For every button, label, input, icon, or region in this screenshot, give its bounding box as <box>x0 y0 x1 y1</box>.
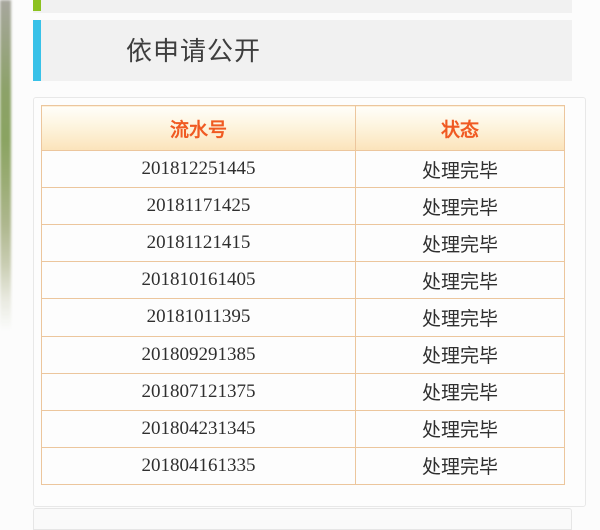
background-photo-strip <box>0 0 11 330</box>
status-cell: 处理完毕 <box>355 261 565 300</box>
serial-number-cell: 201807121375 <box>41 372 356 411</box>
status-cell: 处理完毕 <box>355 149 565 189</box>
request-table: 流水号 状态 201812251445 处理完毕 20181171425 处理完毕 20… <box>41 105 565 486</box>
status-cell: 处理完毕 <box>355 335 565 374</box>
serial-number-cell: 20181171425 <box>41 187 356 226</box>
table-row: 20181171425 处理完毕 <box>41 187 565 226</box>
table-row: 201809291385 处理完毕 <box>41 335 565 374</box>
status-cell: 处理完毕 <box>355 187 565 226</box>
table-row: 201807121375 处理完毕 <box>41 372 565 411</box>
section-header: 依申请公开 <box>33 20 572 81</box>
table-header-row: 流水号 状态 <box>41 105 565 151</box>
serial-number-cell: 20181121415 <box>41 224 356 263</box>
serial-number-cell: 20181011395 <box>41 298 356 337</box>
table-body: 201812251445 处理完毕 20181171425 处理完毕 201811214… <box>41 149 565 486</box>
cyan-accent-bar <box>33 20 41 81</box>
table-row: 201812251445 处理完毕 <box>41 149 565 189</box>
table-row: 20181011395 处理完毕 <box>41 298 565 337</box>
status-cell: 处理完毕 <box>355 409 565 448</box>
serial-number-cell: 201804231345 <box>41 409 356 448</box>
serial-number-cell: 201812251445 <box>41 149 356 189</box>
previous-section-remnant <box>33 0 572 13</box>
column-header-serial: 流水号 <box>41 105 356 151</box>
table-row: 201804161335 处理完毕 <box>41 446 565 486</box>
status-cell: 处理完毕 <box>355 224 565 263</box>
serial-number-cell: 201810161405 <box>41 261 356 300</box>
table-row: 201804231345 处理完毕 <box>41 409 565 448</box>
column-header-status: 状态 <box>355 105 565 151</box>
serial-number-cell: 201804161335 <box>41 446 356 486</box>
status-cell: 处理完毕 <box>355 298 565 337</box>
next-section-card-cutoff <box>33 508 572 530</box>
status-cell: 处理完毕 <box>355 446 565 486</box>
table-row: 201810161405 处理完毕 <box>41 261 565 300</box>
serial-number-cell: 201809291385 <box>41 335 356 374</box>
table-row: 20181121415 处理完毕 <box>41 224 565 263</box>
green-accent-bar <box>33 0 41 11</box>
page-title: 依申请公开 <box>126 36 262 66</box>
status-cell: 处理完毕 <box>355 372 565 411</box>
request-table-card: 流水号 状态 201812251445 处理完毕 20181171425 处理完毕 20… <box>33 97 586 507</box>
